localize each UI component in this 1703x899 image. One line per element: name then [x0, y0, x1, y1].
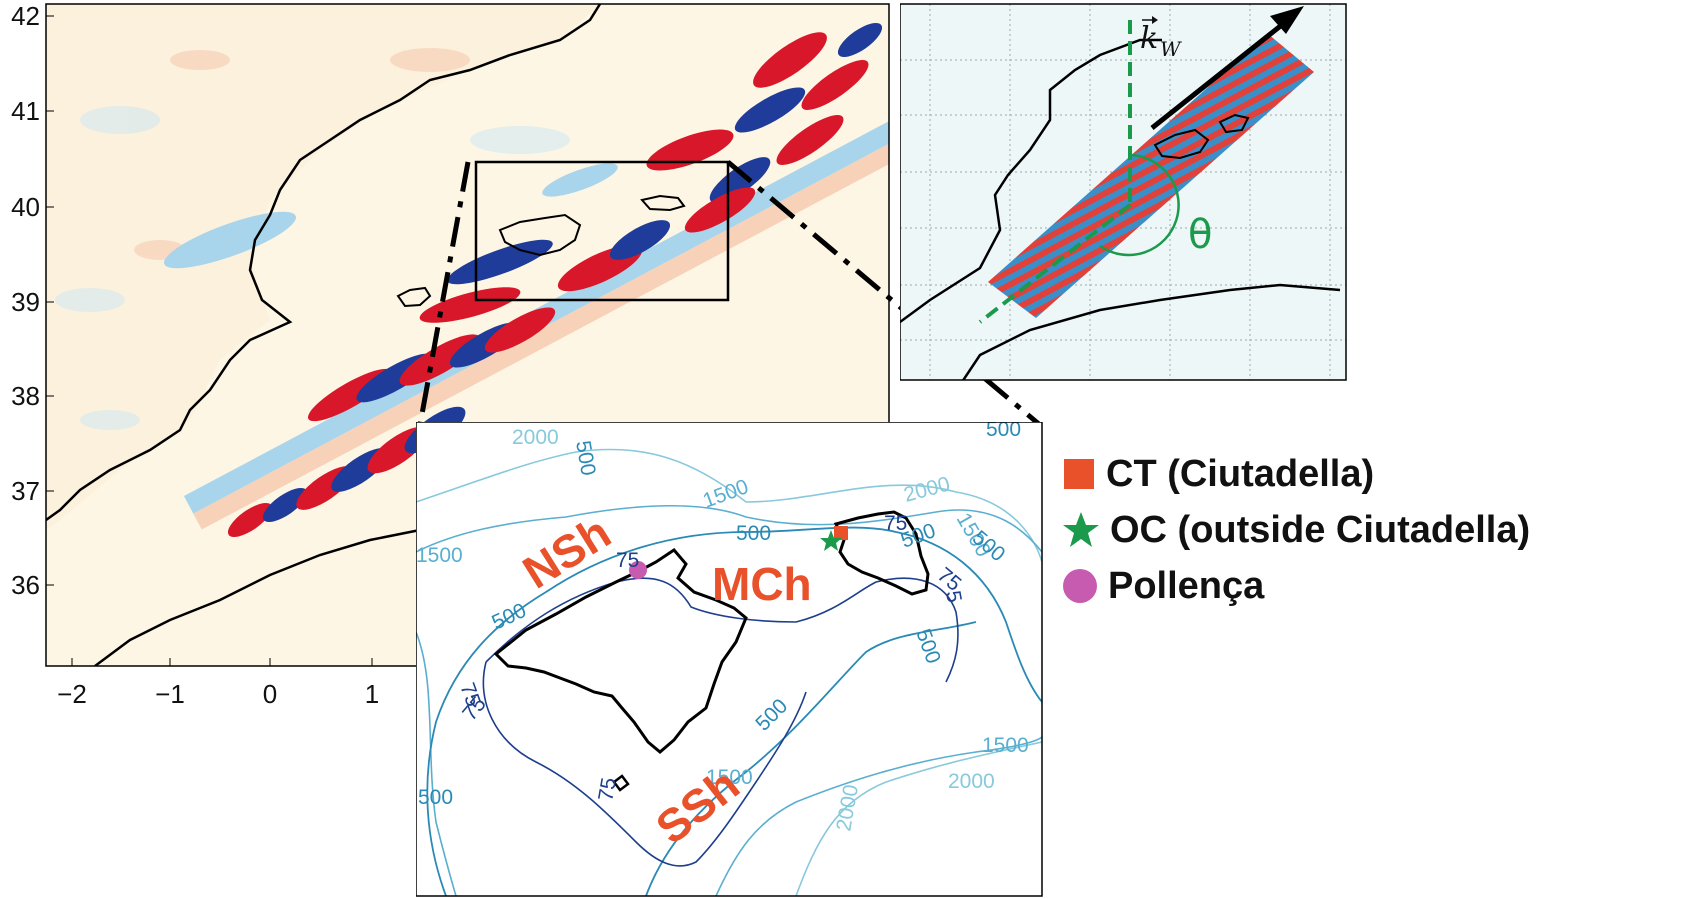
svg-text:2000: 2000: [948, 770, 995, 793]
y-tick-label: 37: [11, 476, 40, 506]
coastline-iberia: [46, 4, 602, 522]
legend-item-ct: CT (Ciutadella): [1062, 446, 1530, 502]
legend-label: Pollença: [1108, 564, 1265, 607]
wave-band: [988, 34, 1314, 318]
x-tick-label: 0: [263, 679, 277, 709]
square-marker-icon: [1064, 459, 1094, 489]
island-menorca-inset: [1218, 113, 1250, 134]
circle-marker-icon: [1063, 569, 1097, 603]
x-tick-label: 1: [365, 679, 379, 709]
svg-text:500: 500: [986, 422, 1021, 441]
svg-text:5: 5: [941, 589, 966, 605]
legend: CT (Ciutadella) OC (outside Ciutadella) …: [1062, 446, 1530, 614]
svg-text:1500: 1500: [416, 544, 463, 567]
y-tick-label: 40: [11, 192, 40, 222]
island-mallorca-inset: [1153, 128, 1210, 160]
wave-stripes: [163, 22, 889, 538]
svg-text:k: k: [1140, 21, 1158, 56]
island-ibiza: [396, 286, 432, 308]
svg-text:500: 500: [418, 786, 453, 809]
wave-inset: k W θ: [900, 3, 1347, 381]
legend-label: OC (outside Ciutadella): [1110, 508, 1531, 551]
zoom-box: [474, 160, 730, 302]
oc-outside-ciutadella-marker: [820, 530, 842, 551]
coastline-iberia-inset: [900, 38, 1162, 324]
svg-text:1500: 1500: [982, 734, 1029, 757]
ct-ciutadella-marker: [834, 526, 848, 540]
x-axis: −2 −1 0 1: [57, 658, 379, 709]
svg-text:75: 75: [884, 512, 907, 535]
svg-text:1500: 1500: [706, 766, 753, 789]
x-tick-label: −1: [155, 679, 185, 709]
propagation-line: [978, 203, 1132, 324]
arrow-head: [1270, 6, 1304, 34]
island-cabrera: [612, 774, 630, 792]
svg-text:75: 75: [594, 776, 621, 803]
y-tick-label: 42: [11, 1, 40, 31]
x-tick-label: −2: [57, 679, 87, 709]
region-label-mch: MCh: [712, 558, 812, 610]
svg-text:2000: 2000: [512, 426, 559, 449]
svg-text:500: 500: [736, 522, 771, 545]
y-tick-label: 41: [11, 96, 40, 126]
pollenca-marker: [629, 561, 647, 579]
svg-text:W: W: [1160, 37, 1182, 61]
y-tick-label: 36: [11, 570, 40, 600]
y-tick-label: 39: [11, 287, 40, 317]
star-marker-icon: [1063, 512, 1099, 547]
legend-label: CT (Ciutadella): [1106, 452, 1375, 495]
coastline-africa: [94, 528, 421, 666]
angle-label: θ: [1188, 212, 1212, 258]
angle-arc: [1099, 153, 1180, 257]
y-tick-label: 38: [11, 381, 40, 411]
island-mallorca: [498, 213, 582, 257]
wave-vector-label: k W: [1140, 16, 1182, 61]
wave-vector-arrow: [1150, 18, 1290, 130]
y-axis: 42 41 40 39 38 37 36: [11, 1, 54, 600]
legend-item-pollenca: Pollença: [1062, 558, 1530, 614]
island-menorca: [640, 194, 686, 212]
svg-text:75: 75: [616, 549, 639, 572]
coastline-africa-inset: [961, 283, 1341, 380]
legend-item-oc: OC (outside Ciutadella): [1062, 502, 1530, 558]
island-menorca-outline: [833, 510, 930, 596]
bathymetry-inset: 2000 500 1500 2000 1500 500 75 500 1500 …: [416, 422, 1043, 897]
